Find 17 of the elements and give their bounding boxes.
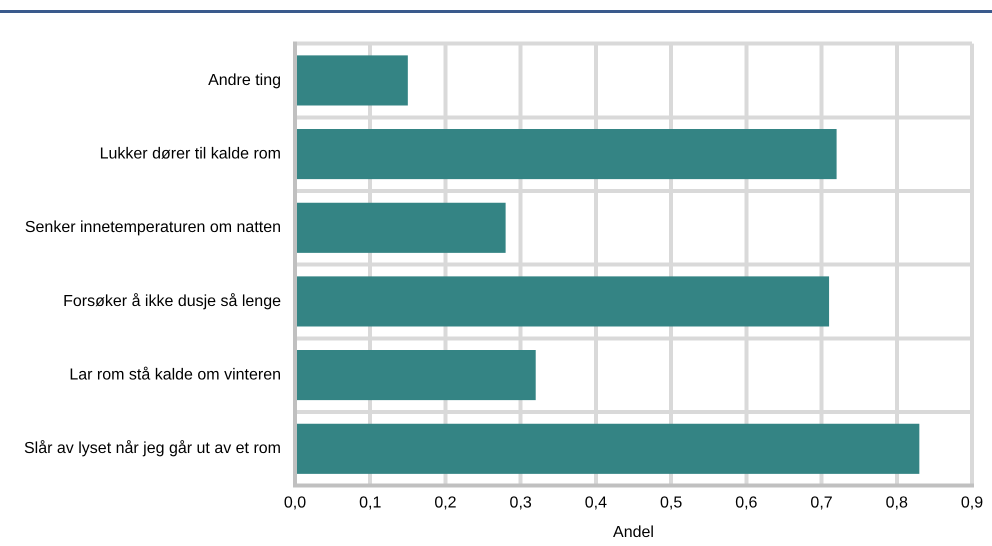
x-tick-label: 0,0 xyxy=(284,494,306,512)
y-tick-label: Forsøker å ikke dusje så lenge xyxy=(63,292,282,310)
x-tick-label: 0,2 xyxy=(434,494,457,512)
x-tick-label: 0,3 xyxy=(510,494,532,512)
x-tick-label: 0,1 xyxy=(359,494,382,512)
x-axis-title: Andel xyxy=(613,524,654,541)
y-tick-label: Senker innetemperaturen om natten xyxy=(24,219,281,236)
y-tick-label: Lukker dører til kalde rom xyxy=(100,146,281,163)
x-tick-label: 0,5 xyxy=(660,494,682,512)
x-tick-label: 0,9 xyxy=(960,494,984,512)
x-tick-label: 0,6 xyxy=(735,494,758,512)
x-tick-label: 0,8 xyxy=(886,494,908,512)
x-tick-label: 0,4 xyxy=(584,494,608,512)
y-tick-label: Andre ting xyxy=(208,72,281,89)
x-tick-label: 0,7 xyxy=(810,494,833,512)
y-tick-label: Slår av lyset når jeg går ut av et rom xyxy=(24,440,281,458)
y-tick-label: Lar rom stå kalde om vinteren xyxy=(69,366,281,384)
